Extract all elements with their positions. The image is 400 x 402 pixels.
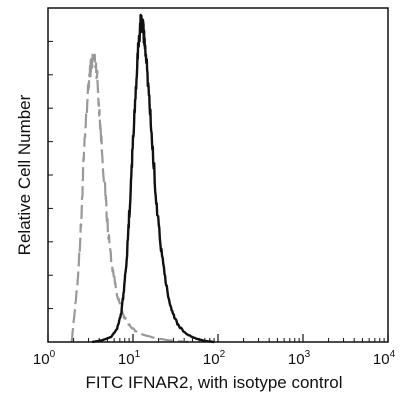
x-tick-label: 100 <box>33 349 56 368</box>
x-tick-label: 104 <box>373 349 396 368</box>
x-tick-label: 102 <box>203 349 226 368</box>
x-axis-label: FITC IFNAR2, with isotype control <box>86 373 343 392</box>
x-tick-label: 101 <box>118 349 141 368</box>
plot-frame <box>47 7 389 343</box>
series-layer <box>70 13 215 344</box>
isotype-control-curve <box>70 53 189 344</box>
x-tick-label: 103 <box>288 349 311 368</box>
x-tick-labels: 100 101 102 103 104 <box>33 349 396 368</box>
y-axis-label: Relative Cell Number <box>15 94 34 255</box>
ifnar2-curve <box>91 13 215 344</box>
x-ticks <box>47 7 389 343</box>
